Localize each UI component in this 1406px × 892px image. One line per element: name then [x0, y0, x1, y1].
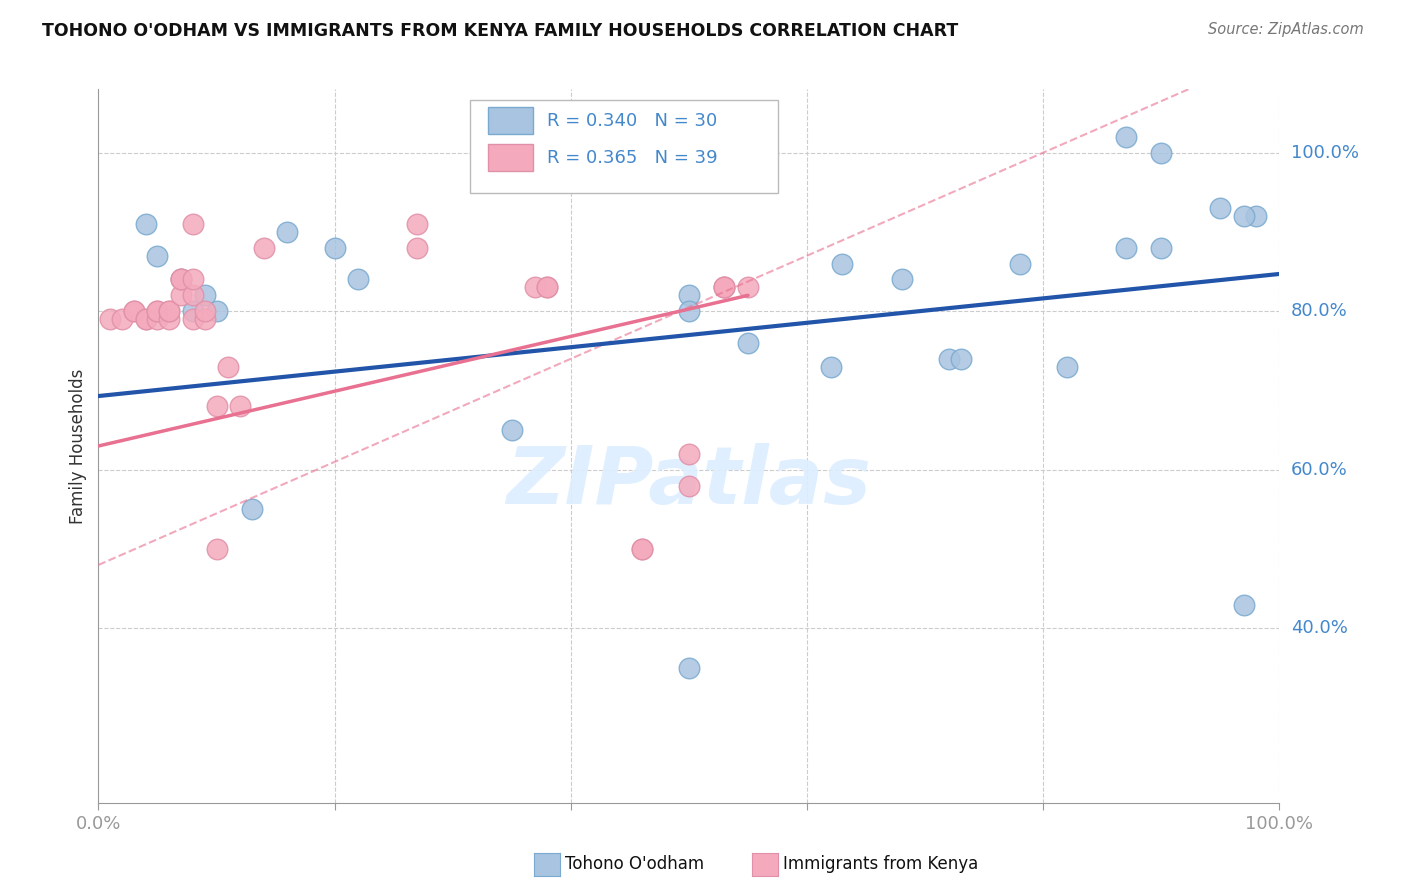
Point — [181, 304, 204, 318]
Point — [713, 280, 735, 294]
Point — [229, 400, 252, 414]
Point — [181, 312, 204, 326]
Point — [122, 304, 145, 318]
Point — [1056, 359, 1078, 374]
Point — [323, 241, 346, 255]
Point — [98, 312, 121, 326]
Text: Source: ZipAtlas.com: Source: ZipAtlas.com — [1208, 22, 1364, 37]
Point — [347, 272, 370, 286]
Text: R = 0.365   N = 39: R = 0.365 N = 39 — [547, 149, 718, 167]
Point — [157, 312, 180, 326]
Point — [949, 351, 972, 366]
Text: 40.0%: 40.0% — [1291, 619, 1347, 638]
Point — [146, 304, 169, 318]
Point — [157, 304, 180, 318]
Point — [146, 249, 169, 263]
Text: 100.0%: 100.0% — [1291, 144, 1358, 161]
Y-axis label: Family Households: Family Households — [69, 368, 87, 524]
Point — [135, 312, 157, 326]
Point — [205, 304, 228, 318]
Point — [181, 217, 204, 231]
Point — [1244, 209, 1267, 223]
Text: 80.0%: 80.0% — [1291, 302, 1347, 320]
Text: Immigrants from Kenya: Immigrants from Kenya — [783, 855, 979, 873]
Point — [1150, 241, 1173, 255]
Point — [820, 359, 842, 374]
Point — [831, 257, 853, 271]
Text: Tohono O'odham: Tohono O'odham — [565, 855, 704, 873]
Point — [253, 241, 276, 255]
Point — [406, 217, 429, 231]
Point — [181, 272, 204, 286]
Point — [194, 288, 217, 302]
Point — [524, 280, 547, 294]
Point — [678, 288, 700, 302]
Point — [205, 400, 228, 414]
Point — [170, 288, 193, 302]
Point — [135, 312, 157, 326]
Point — [170, 272, 193, 286]
Point — [1150, 145, 1173, 160]
Point — [194, 312, 217, 326]
Point — [276, 225, 298, 239]
Point — [737, 280, 759, 294]
Point — [122, 304, 145, 318]
Point — [181, 288, 204, 302]
Point — [678, 304, 700, 318]
Point — [630, 542, 652, 557]
Point — [1008, 257, 1031, 271]
Point — [194, 304, 217, 318]
Point — [713, 280, 735, 294]
Text: TOHONO O'ODHAM VS IMMIGRANTS FROM KENYA FAMILY HOUSEHOLDS CORRELATION CHART: TOHONO O'ODHAM VS IMMIGRANTS FROM KENYA … — [42, 22, 959, 40]
Point — [1115, 241, 1137, 255]
Point — [938, 351, 960, 366]
Text: R = 0.340   N = 30: R = 0.340 N = 30 — [547, 112, 717, 129]
FancyBboxPatch shape — [488, 145, 533, 171]
Point — [1233, 209, 1256, 223]
Point — [146, 312, 169, 326]
Point — [1209, 201, 1232, 215]
Point — [135, 217, 157, 231]
Point — [205, 542, 228, 557]
FancyBboxPatch shape — [488, 107, 533, 134]
Point — [170, 272, 193, 286]
Point — [111, 312, 134, 326]
Point — [737, 335, 759, 350]
Point — [536, 280, 558, 294]
Text: 60.0%: 60.0% — [1291, 461, 1347, 479]
Point — [406, 241, 429, 255]
Point — [713, 280, 735, 294]
Point — [146, 304, 169, 318]
FancyBboxPatch shape — [471, 100, 778, 193]
Point — [536, 280, 558, 294]
Point — [1115, 129, 1137, 144]
Point — [630, 542, 652, 557]
Point — [1233, 598, 1256, 612]
Point — [890, 272, 912, 286]
Text: ZIPatlas: ZIPatlas — [506, 442, 872, 521]
Point — [157, 304, 180, 318]
Point — [240, 502, 263, 516]
Point — [217, 359, 239, 374]
Point — [501, 423, 523, 437]
Point — [678, 661, 700, 675]
Point — [678, 478, 700, 492]
Point — [170, 272, 193, 286]
Point — [678, 447, 700, 461]
